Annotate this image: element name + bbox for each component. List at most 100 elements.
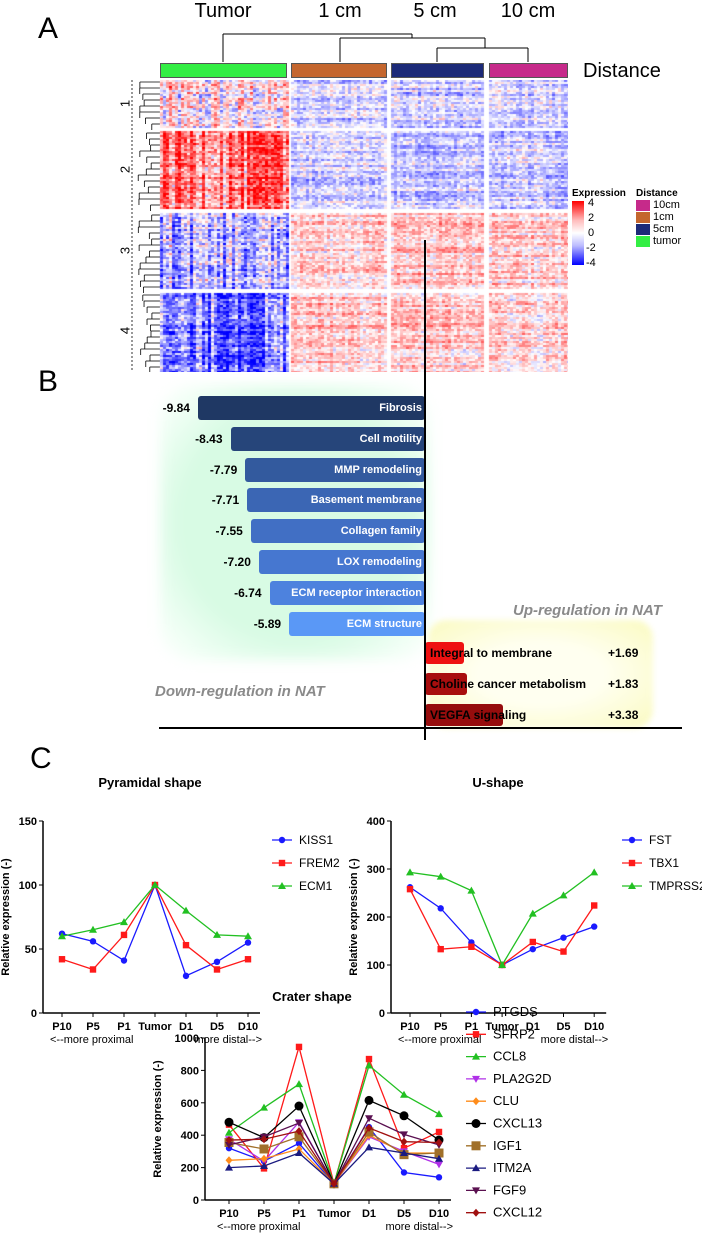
legend-marker — [472, 1008, 480, 1016]
data-point-cxcl13 — [294, 1101, 304, 1111]
data-point-fgf9 — [225, 1141, 233, 1149]
data-point-cxcl13 — [399, 1111, 409, 1121]
data-point-frem2 — [120, 931, 128, 939]
x-tick-label: P1 — [292, 1208, 305, 1220]
legend-label: 1cm — [653, 211, 674, 223]
up-bar-value: +1.83 — [608, 677, 639, 691]
down-bar: Collagen family — [250, 519, 425, 544]
down-bar: Fibrosis — [197, 396, 425, 420]
data-point-igf1 — [259, 1144, 269, 1154]
data-point-cxcl12 — [295, 1127, 303, 1136]
x-tick-label: D5 — [397, 1208, 411, 1220]
up-bar-value: +1.69 — [608, 646, 639, 660]
legend-label: CXCL12 — [493, 1205, 542, 1220]
legend-marker — [472, 1097, 480, 1106]
data-point-itm2a — [225, 1163, 233, 1171]
distance-legend-item: 5cm — [636, 223, 702, 235]
data-point-sfrp2 — [435, 1128, 443, 1136]
data-point-clu — [295, 1144, 303, 1153]
color-bar-5cm — [391, 63, 484, 78]
data-point-ecm1 — [182, 906, 190, 914]
expression-legend-title: Expression — [572, 188, 626, 199]
data-point-fgf9 — [400, 1131, 408, 1139]
x-tick-label: Tumor — [138, 1021, 172, 1033]
x-tick-label: Tumor — [485, 1021, 519, 1033]
data-point-itm2a — [365, 1143, 373, 1151]
down-bar: ECM receptor interaction — [269, 580, 425, 605]
x-tick-label: D5 — [210, 1021, 224, 1033]
distance-legend: Distance 10cm 1cm 5cm tumor — [636, 188, 702, 247]
legend-label: CLU — [493, 1093, 519, 1108]
legend-label: TBX1 — [649, 856, 679, 870]
legend-label: ITM2A — [493, 1160, 532, 1175]
color-bar-10cm — [489, 63, 568, 78]
legend-marker — [471, 1119, 481, 1128]
data-point-ecm1 — [89, 925, 97, 933]
down-regulation-title: Down-regulation in NAT — [155, 683, 325, 700]
expression-tick: -2 — [586, 242, 596, 254]
y-axis-label: Relative expression (-) — [152, 1060, 164, 1178]
expression-legend: Expression 4 2 0 -2 -4 — [572, 188, 632, 269]
x-label-distal: more distal--> — [541, 1034, 609, 1046]
data-point-tbx1 — [529, 938, 536, 946]
data-point-kiss1 — [120, 957, 128, 964]
x-tick-label: P10 — [400, 1021, 420, 1033]
chart-title: Pyramidal shape — [98, 775, 201, 790]
legend-marker — [471, 1141, 481, 1151]
data-point-tmprss2 — [467, 886, 476, 894]
y-tick-label: 0 — [379, 1008, 385, 1020]
data-point-frem2 — [213, 966, 221, 973]
up-bar-value: +3.38 — [608, 708, 639, 722]
x-tick-label: D10 — [584, 1021, 604, 1033]
y-tick-label: 600 — [181, 1098, 199, 1110]
data-point-itm2a — [400, 1149, 408, 1157]
data-point-ecm1 — [120, 918, 128, 926]
data-point-fst — [437, 905, 444, 912]
data-point-ecm1 — [58, 932, 66, 940]
x-tick-label: D1 — [179, 1021, 193, 1033]
down-bar-value: -9.84 — [162, 401, 190, 415]
x-tick-label: D5 — [556, 1021, 570, 1033]
data-point-igf1 — [294, 1132, 304, 1142]
swatch-1cm — [636, 211, 650, 223]
swatch-5cm — [636, 223, 650, 235]
legend-label: KISS1 — [299, 833, 333, 847]
y-tick-label: 100 — [367, 960, 385, 972]
y-tick-label: 400 — [367, 816, 385, 828]
data-point-tbx1 — [437, 945, 444, 953]
data-point-ccl8 — [365, 1061, 373, 1069]
legend-label: 10cm — [653, 199, 680, 211]
x-tick-label: D10 — [429, 1208, 449, 1220]
down-bar: Basement membrane — [247, 488, 425, 513]
y-tick-label: 200 — [367, 912, 385, 924]
down-bar-label: Collagen family — [340, 525, 422, 538]
legend-label: PTGDS — [493, 1004, 538, 1019]
data-point-cxcl13 — [224, 1117, 234, 1127]
legend-label: PLA2G2D — [493, 1071, 552, 1086]
data-point-ptgds — [295, 1140, 303, 1147]
down-bar: LOX remodeling — [258, 550, 425, 574]
data-point-ptgds — [435, 1174, 443, 1181]
data-point-fst — [529, 945, 536, 953]
legend-marker — [278, 882, 286, 889]
up-bar — [425, 673, 468, 695]
data-point-cxcl12 — [330, 1179, 338, 1188]
legend-label: FGF9 — [493, 1182, 526, 1197]
data-point-tmprss2 — [559, 891, 568, 899]
x-tick-label: P1 — [117, 1021, 130, 1033]
legend-label: TMPRSS2 — [649, 879, 702, 893]
data-point-pla2g2d — [435, 1161, 443, 1169]
data-point-sfrp2 — [365, 1055, 373, 1063]
legend-marker — [628, 859, 636, 867]
down-bar-value: -7.79 — [209, 462, 238, 477]
legend-marker — [472, 1208, 480, 1217]
y-tick-label: 1000 — [175, 1033, 199, 1045]
legend-marker — [472, 1052, 480, 1060]
y-axis-label: Relative expression (-) — [0, 858, 12, 976]
legend-marker — [278, 836, 286, 844]
down-bar-label: Basement membrane — [310, 494, 422, 507]
column-header-10cm: 10 cm — [500, 0, 556, 22]
data-point-itm2a — [295, 1149, 303, 1157]
x-label-proximal: <--more proximal — [217, 1221, 300, 1233]
data-point-ecm1 — [151, 881, 159, 888]
